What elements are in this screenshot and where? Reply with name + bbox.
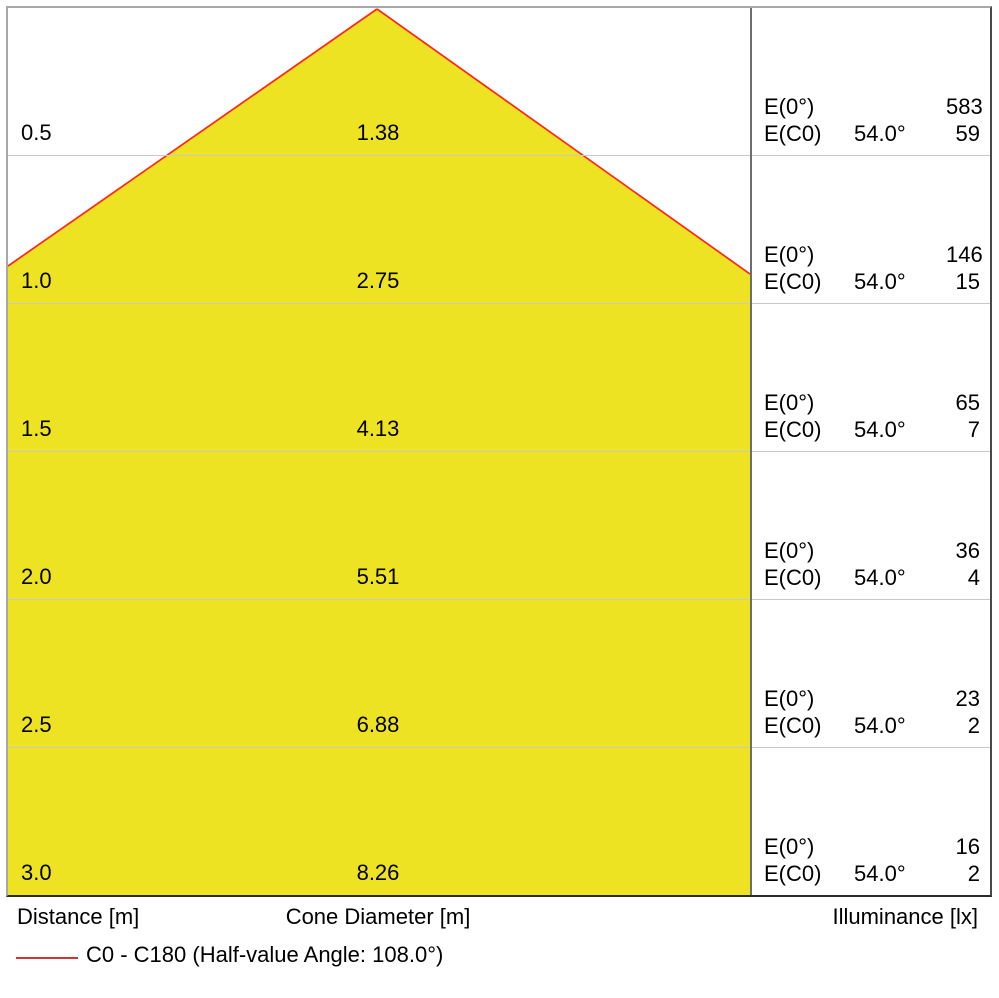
distance-value: 2.0 xyxy=(21,564,52,589)
illuminance-block: E(0°) 146 E(C0) 54.0° 15 xyxy=(752,241,990,295)
e0-line: E(0°) 146 xyxy=(764,241,983,268)
e0-line: E(0°) 16 xyxy=(764,833,980,860)
cone-diameter-value: 6.88 xyxy=(356,712,400,737)
table-row: 0.5 1.38 E(0°) 583 E(C0) 54.0° 59 xyxy=(8,8,990,156)
beam-angle-value: 54.0° xyxy=(854,565,906,590)
distance-value: 0.5 xyxy=(21,120,52,145)
table-row: 3.0 8.26 E(0°) 16 E(C0) 54.0° 2 xyxy=(8,748,990,895)
cone-diameter-value: 1.38 xyxy=(356,120,400,145)
legend-label: C0 - C180 (Half-value Angle: 108.0°) xyxy=(86,942,444,967)
cone-fill-shape xyxy=(8,9,750,895)
ec0-label: E(C0) xyxy=(764,121,822,146)
e0-value: 583 xyxy=(946,94,983,119)
e0-line: E(0°) 583 xyxy=(764,93,983,120)
beam-angle-spacer xyxy=(854,537,946,564)
cone-diameter-value: 5.51 xyxy=(356,564,400,589)
ec0-line: E(C0) 54.0° 2 xyxy=(764,860,980,887)
illuminance-block: E(0°) 36 E(C0) 54.0° 4 xyxy=(752,537,990,591)
distance-value: 2.5 xyxy=(21,712,52,737)
ec0-line: E(C0) 54.0° 2 xyxy=(764,712,980,739)
illuminance-block: E(0°) 16 E(C0) 54.0° 2 xyxy=(752,833,990,887)
cone-edge-right xyxy=(376,8,750,275)
distance-value: 3.0 xyxy=(21,860,52,885)
e0-line: E(0°) 23 xyxy=(764,685,980,712)
light-cone-graphic xyxy=(8,8,750,895)
cone-diameter-value: 8.26 xyxy=(356,860,400,885)
ec0-label: E(C0) xyxy=(764,565,822,590)
cone-diameter-value: 4.13 xyxy=(356,416,400,441)
ec0-line: E(C0) 54.0° 15 xyxy=(764,268,980,295)
beam-angle-value: 54.0° xyxy=(854,121,906,146)
e0-label: E(0°) xyxy=(764,242,815,267)
cone-diameter-value: 2.75 xyxy=(356,268,400,293)
e0-label: E(0°) xyxy=(764,390,815,415)
beam-angle-spacer xyxy=(854,93,946,120)
illuminance-block: E(0°) 65 E(C0) 54.0° 7 xyxy=(752,389,990,443)
beam-angle-value: 54.0° xyxy=(854,417,906,442)
column-divider xyxy=(750,8,752,895)
e0-label: E(0°) xyxy=(764,686,815,711)
ec0-label: E(C0) xyxy=(764,417,822,442)
illuminance-block: E(0°) 23 E(C0) 54.0° 2 xyxy=(752,685,990,739)
illuminance-block: E(0°) 583 E(C0) 54.0° 59 xyxy=(752,93,990,147)
legend-line-swatch xyxy=(16,957,78,959)
e0-value: 36 xyxy=(955,538,980,563)
ec0-label: E(C0) xyxy=(764,269,822,294)
ec0-value: 4 xyxy=(967,565,980,590)
table-row: 2.5 6.88 E(0°) 23 E(C0) 54.0° 2 xyxy=(8,600,990,748)
ec0-value: 7 xyxy=(967,417,980,442)
ec0-line: E(C0) 54.0° 4 xyxy=(764,564,980,591)
beam-angle-spacer xyxy=(854,389,946,416)
ec0-line: E(C0) 54.0° 7 xyxy=(764,416,980,443)
cone-diagram-table: 0.5 1.38 E(0°) 583 E(C0) 54.0° 59 1.0 2.… xyxy=(6,6,992,897)
distance-axis-label: Distance [m] xyxy=(17,904,140,929)
ec0-value: 59 xyxy=(955,121,980,146)
beam-angle-value: 54.0° xyxy=(854,861,906,886)
ec0-value: 2 xyxy=(967,861,980,886)
beam-angle-value: 54.0° xyxy=(854,269,906,294)
e0-label: E(0°) xyxy=(764,834,815,859)
table-row: 1.0 2.75 E(0°) 146 E(C0) 54.0° 15 xyxy=(8,156,990,304)
e0-value: 16 xyxy=(955,834,980,859)
ec0-value: 2 xyxy=(967,713,980,738)
e0-label: E(0°) xyxy=(764,538,815,563)
ec0-label: E(C0) xyxy=(764,713,822,738)
ec0-value: 15 xyxy=(955,269,980,294)
beam-angle-spacer xyxy=(854,833,946,860)
beam-angle-spacer xyxy=(854,241,946,268)
e0-value: 65 xyxy=(955,390,980,415)
table-row: 2.0 5.51 E(0°) 36 E(C0) 54.0° 4 xyxy=(8,452,990,600)
e0-line: E(0°) 36 xyxy=(764,537,980,564)
illuminance-axis-label: Illuminance [lx] xyxy=(832,904,978,929)
distance-value: 1.0 xyxy=(21,268,52,293)
e0-label: E(0°) xyxy=(764,94,815,119)
e0-line: E(0°) 65 xyxy=(764,389,980,416)
legend: C0 - C180 (Half-value Angle: 108.0°) xyxy=(0,939,999,969)
table-row: 1.5 4.13 E(0°) 65 E(C0) 54.0° 7 xyxy=(8,304,990,452)
e0-value: 23 xyxy=(955,686,980,711)
ec0-line: E(C0) 54.0° 59 xyxy=(764,120,980,147)
distance-rows: 0.5 1.38 E(0°) 583 E(C0) 54.0° 59 1.0 2.… xyxy=(8,8,990,895)
cone-edge-left xyxy=(8,8,378,267)
e0-value: 146 xyxy=(946,242,983,267)
cone-diameter-axis-label: Cone Diameter [m] xyxy=(285,904,471,929)
ec0-label: E(C0) xyxy=(764,861,822,886)
beam-angle-value: 54.0° xyxy=(854,713,906,738)
beam-angle-spacer xyxy=(854,685,946,712)
distance-value: 1.5 xyxy=(21,416,52,441)
